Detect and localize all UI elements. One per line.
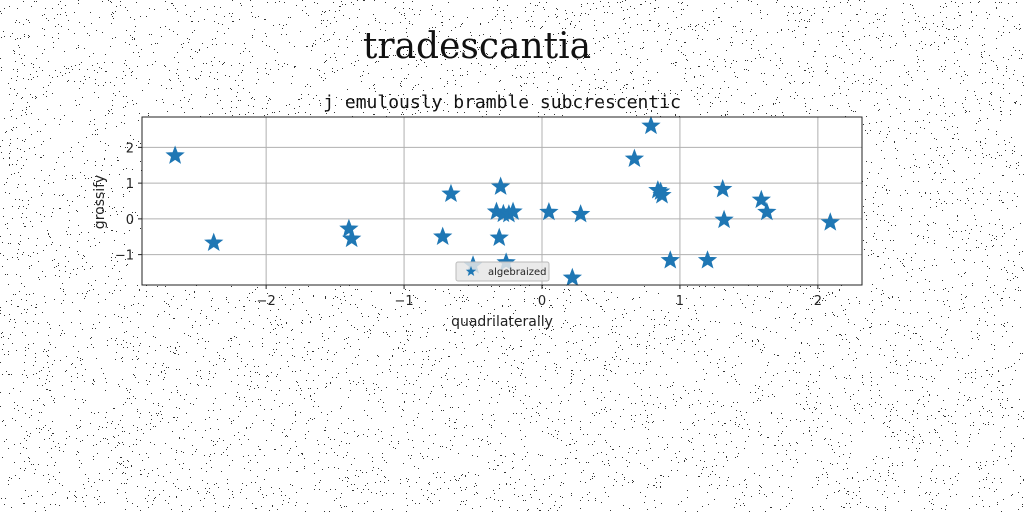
data-point-star [757, 201, 777, 221]
y-axis-label: grossify [92, 175, 108, 229]
legend-star-icon [465, 266, 477, 276]
x-tick-label: 1 [676, 294, 684, 309]
data-point-star [751, 189, 771, 209]
legend: algebraized [455, 261, 550, 282]
data-point-star [539, 201, 559, 221]
figure-suptitle: tradescantia [363, 26, 591, 67]
x-axis-ticks: −2 −1 0 1 2 [257, 285, 822, 309]
x-tick-label: −2 [257, 294, 276, 309]
data-point-star [441, 183, 461, 203]
legend-box [455, 261, 550, 282]
data-point-star [490, 176, 511, 195]
y-tick-label: 0 [126, 213, 134, 228]
data-point-star [204, 232, 224, 252]
data-point-star [339, 218, 359, 238]
data-point-star [697, 250, 718, 269]
data-point-star [652, 185, 672, 204]
plot-frame [141, 116, 863, 286]
plot-area [142, 117, 862, 285]
data-point-star [714, 209, 734, 229]
y-tick-label: 2 [126, 141, 134, 156]
y-axis-ticks: −1 0 1 2 [115, 141, 142, 264]
data-point-star [820, 212, 840, 231]
x-tick-label: 2 [814, 294, 822, 309]
x-tick-label: 0 [538, 294, 546, 309]
data-point-star [641, 115, 661, 135]
x-axis-label: quadrilaterally [451, 314, 553, 330]
data-point-star [660, 250, 680, 269]
data-point-star [570, 204, 591, 223]
data-points [165, 115, 840, 287]
y-tick-label: −1 [115, 249, 134, 264]
chart-title: j emulously bramble subcrescentic [323, 92, 681, 113]
legend-label: algebraized [488, 267, 547, 278]
data-point-star [624, 148, 645, 168]
data-point-star [489, 227, 509, 247]
data-point-star [342, 228, 362, 248]
x-tick-label: −1 [394, 294, 413, 309]
data-point-star [165, 145, 185, 164]
data-point-star [562, 267, 582, 287]
data-point-star [503, 201, 523, 220]
y-tick-label: 1 [126, 177, 134, 192]
data-point-star [713, 179, 733, 198]
data-point-star [433, 226, 453, 245]
